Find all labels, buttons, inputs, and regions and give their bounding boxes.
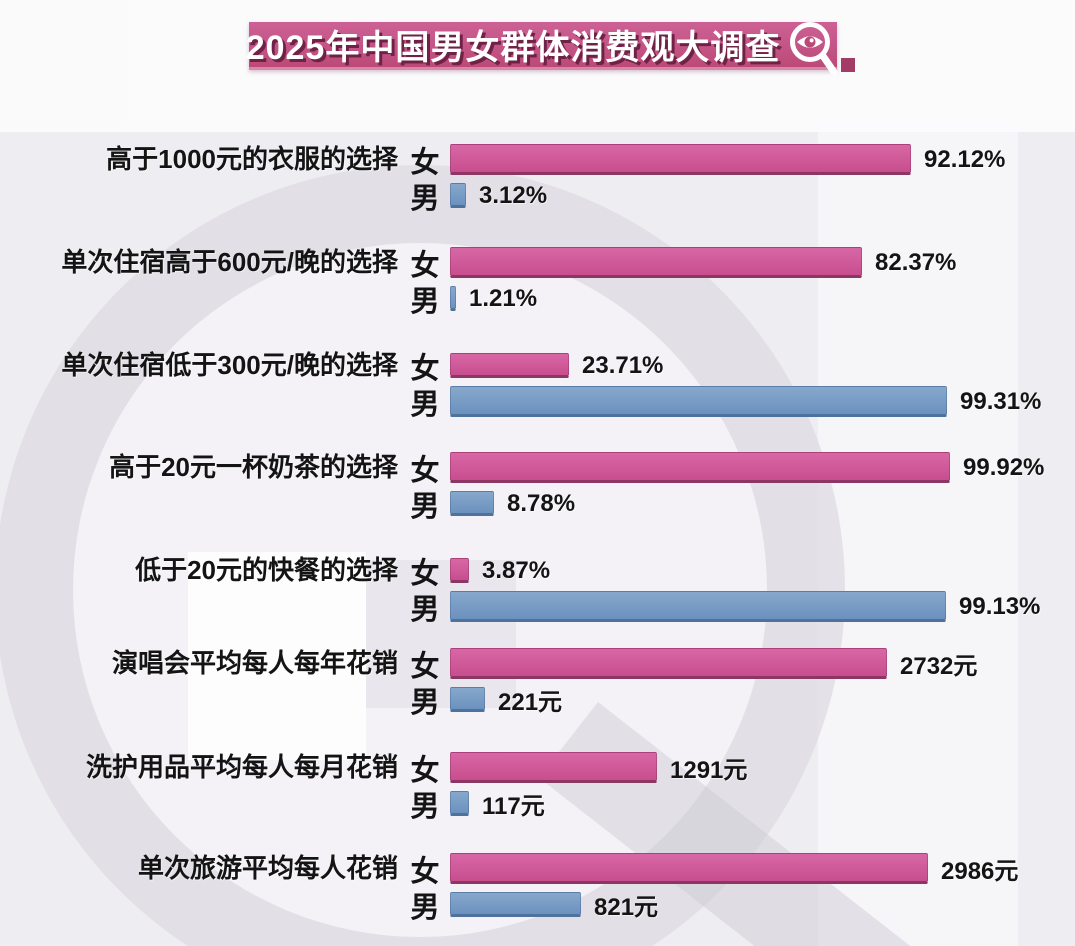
male-bar [450,386,947,417]
gender-label-female: 女 [410,454,440,487]
male-row: 男 99.13% [406,591,1041,626]
bar-value-label: 821元 [594,894,659,921]
category-label: 演唱会平均每人每年花销 [111,648,398,678]
bar-group: 单次旅游平均每人花销女 2986元男 821元 [0,853,1075,925]
female-row: 女 3.87% [406,555,551,590]
male-bar [450,591,946,622]
bar-value-label: 92.12% [924,145,1006,173]
bar-value-label: 3.87% [482,556,551,584]
male-bar [450,183,466,208]
male-bar [450,687,485,712]
gender-label-male: 男 [410,891,440,924]
bar-group: 洗护用品平均每人每月花销女 1291元男 117元 [0,752,1075,824]
banner-corner-square [841,58,855,72]
gender-label-female: 女 [410,146,440,179]
female-row: 女 92.12% [406,144,1006,179]
bar-group: 单次住宿高于600元/晚的选择女 82.37% 男 1.21% [0,247,1075,319]
female-row: 女 2732元 [406,648,978,683]
category-label: 单次住宿低于300元/晚的选择 [61,350,398,380]
category-label: 洗护用品平均每人每月花销 [85,752,398,782]
female-row: 女 82.37% [406,247,957,282]
male-bar [450,892,581,917]
male-row: 男 117元 [406,788,545,823]
female-bar [450,353,569,378]
category-label: 高于20元一杯奶茶的选择 [109,452,398,482]
category-label: 单次旅游平均每人花销 [137,853,398,883]
female-bar [450,648,887,679]
bar-value-label: 3.12% [479,181,548,209]
category-label: 高于1000元的衣服的选择 [106,144,398,174]
gender-label-male: 男 [410,686,440,719]
male-bar [450,286,456,311]
bar-value-label: 82.37% [875,248,957,276]
male-row: 男 1.21% [406,283,538,318]
gender-label-female: 女 [410,754,440,787]
male-row: 男 8.78% [406,488,576,523]
female-bar [450,752,657,783]
bar-value-label: 99.31% [960,387,1042,415]
female-bar [450,144,911,175]
male-row: 男 221元 [406,684,563,719]
bar-value-label: 2732元 [900,653,978,680]
bar-group: 单次住宿低于300元/晚的选择女 23.71% 男 99.31% [0,350,1075,422]
male-row: 男 821元 [406,889,659,924]
category-label: 单次住宿高于600元/晚的选择 [61,247,398,277]
bar-group: 高于20元一杯奶茶的选择女 99.92% 男 8.78% [0,452,1075,524]
female-bar [450,558,469,583]
male-bar [450,791,469,816]
bar-group: 低于20元的快餐的选择女 3.87% 男 99.13% [0,555,1075,627]
female-row: 女 1291元 [406,752,748,787]
bar-value-label: 1.21% [469,284,538,312]
gender-label-male: 男 [410,182,440,215]
title-banner: 2025年中国男女群体消费观大调查 [245,22,838,76]
gender-label-female: 女 [410,855,440,888]
gender-label-female: 女 [410,557,440,590]
male-row: 男 99.31% [406,386,1042,421]
bar-value-label: 8.78% [507,489,576,517]
bar-group: 高于1000元的衣服的选择女 92.12% 男 3.12% [0,144,1075,216]
gender-label-male: 男 [410,388,440,421]
bar-value-label: 221元 [498,689,563,716]
female-bar [450,853,928,884]
bar-value-label: 23.71% [582,351,664,379]
male-row: 男 3.12% [406,180,548,215]
gender-label-female: 女 [410,249,440,282]
female-row: 女 99.92% [406,452,1045,487]
bar-value-label: 99.13% [959,592,1041,620]
page-title: 2025年中国男女群体消费观大调查 [245,29,781,67]
bar-value-label: 117元 [482,793,545,820]
bar-value-label: 1291元 [670,757,748,784]
female-row: 女 2986元 [406,853,1019,888]
gender-label-male: 男 [410,593,440,626]
gender-label-female: 女 [410,352,440,385]
gender-label-male: 男 [410,790,440,823]
male-bar [450,491,494,516]
gender-label-male: 男 [410,285,440,318]
female-bar [450,452,950,483]
female-row: 女 23.71% [406,350,664,385]
female-bar [450,247,862,278]
category-label: 低于20元的快餐的选择 [135,555,398,585]
eye-magnifier-icon [784,18,840,87]
bar-group: 演唱会平均每人每年花销女 2732元男 221元 [0,648,1075,720]
bar-value-label: 2986元 [941,858,1019,885]
gender-label-female: 女 [410,650,440,683]
gender-label-male: 男 [410,490,440,523]
bar-value-label: 99.92% [963,453,1045,481]
